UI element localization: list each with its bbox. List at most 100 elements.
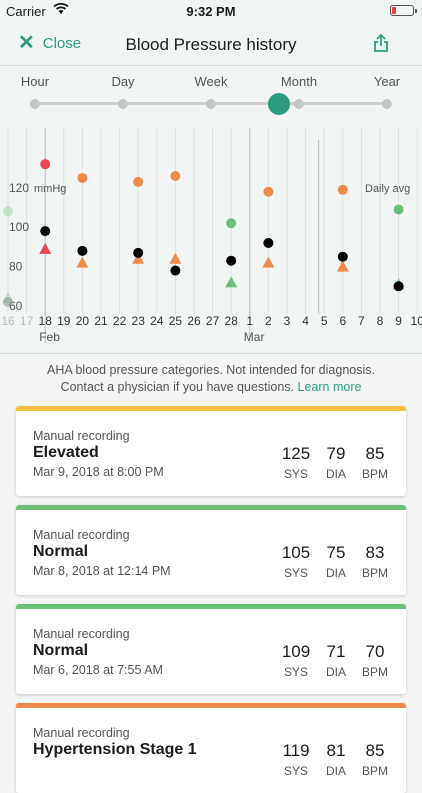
bp-category: Normal <box>33 543 89 560</box>
x-tick-label: 9 <box>395 314 402 328</box>
bpm-value: 83 <box>365 543 385 562</box>
range-slider-thumb[interactable] <box>268 93 290 115</box>
category-color-bar <box>16 406 406 411</box>
month-label: Mar <box>244 330 265 344</box>
x-tick-label: 10 <box>411 314 422 328</box>
range-stop-week[interactable] <box>206 99 216 109</box>
y-tick-label: 80 <box>9 260 23 274</box>
bpm-unit: BPM <box>361 467 388 481</box>
sys-value: 109 <box>281 642 311 661</box>
month-label: Feb <box>39 330 60 344</box>
range-option-hour[interactable]: Hour <box>20 74 50 89</box>
systolic-point <box>263 186 274 197</box>
pulse-point <box>226 255 237 266</box>
diastolic-point <box>39 242 52 254</box>
diastolic-point <box>336 260 349 272</box>
systolic-point <box>3 206 13 217</box>
nav-bar: ✕ Close Blood Pressure history <box>0 22 422 66</box>
time-range-selector: Hour Day Week Month Year <box>0 66 422 118</box>
daily-avg-label: Daily avg <box>365 183 410 195</box>
pulse-point <box>337 251 348 262</box>
x-tick-label: 7 <box>358 314 365 328</box>
range-stop-month[interactable] <box>294 99 304 109</box>
pulse-point <box>393 281 404 292</box>
bpm-unit: BPM <box>361 566 388 580</box>
range-option-day[interactable]: Day <box>111 74 135 89</box>
reading-card[interactable]: Manual recording Normal Mar 8, 2018 at 12:… <box>16 505 406 595</box>
page-title: Blood Pressure history <box>125 35 297 54</box>
disclaimer-line-2: Contact a physician if you have question… <box>60 380 295 394</box>
x-tick-label: 1 <box>246 314 253 328</box>
dia-value: 75 <box>326 543 346 562</box>
recording-type: Manual recording <box>33 528 130 542</box>
diastolic-point <box>169 252 182 264</box>
bpm-unit: BPM <box>361 764 388 778</box>
status-bar: Carrier 9:32 PM <box>0 0 422 22</box>
x-tick-label: 24 <box>150 314 164 328</box>
systolic-point <box>393 204 404 215</box>
category-color-bar <box>16 703 406 708</box>
bp-category: Normal <box>33 642 89 659</box>
bp-category: Hypertension Stage 1 <box>33 741 197 758</box>
pulse-point <box>133 247 144 258</box>
systolic-point <box>77 172 88 183</box>
reading-card[interactable]: Manual recording Hypertension Stage 1 119 8… <box>16 703 406 793</box>
diastolic-point <box>76 256 89 268</box>
reading-date: Mar 9, 2018 at 8:00 PM <box>33 465 164 479</box>
dia-value: 79 <box>326 444 346 463</box>
close-label: Close <box>42 34 82 52</box>
dia-unit: DIA <box>325 467 346 481</box>
bp-category: Elevated <box>33 444 99 461</box>
clock: 9:32 PM <box>186 4 236 19</box>
bpm-value: 70 <box>365 642 385 661</box>
diastolic-point <box>132 252 145 264</box>
x-tick-label: 17 <box>20 314 34 328</box>
share-icon[interactable] <box>372 33 390 53</box>
dia-unit: DIA <box>325 665 346 679</box>
x-tick-label: 19 <box>57 314 71 328</box>
disclaimer: AHA blood pressure categories. Not inten… <box>0 362 422 396</box>
x-tick-label: 23 <box>132 314 146 328</box>
pulse-point <box>263 237 274 248</box>
diastolic-point <box>225 276 238 288</box>
y-unit-label: mmHg <box>34 183 66 195</box>
disclaimer-line-1: AHA blood pressure categories. Not inten… <box>47 363 375 377</box>
x-tick-label: 4 <box>302 314 309 328</box>
x-tick-label: 21 <box>94 314 108 328</box>
x-tick-label: 25 <box>169 314 183 328</box>
range-option-week[interactable]: Week <box>194 74 228 89</box>
bpm-unit: BPM <box>361 665 388 679</box>
diastolic-point <box>262 256 275 268</box>
x-tick-label: 20 <box>76 314 90 328</box>
range-option-year[interactable]: Year <box>373 74 401 89</box>
range-stop-year[interactable] <box>382 99 392 109</box>
x-tick-label: 28 <box>225 314 239 328</box>
recording-type: Manual recording <box>33 627 130 641</box>
sys-value: 125 <box>281 444 311 463</box>
blood-pressure-chart[interactable]: 60 80 100 120 mmHg Daily avg 16 17 18 19 20 21 22 23 2… <box>0 118 422 354</box>
close-button[interactable]: ✕ Close <box>18 33 82 53</box>
pulse-point <box>3 297 13 308</box>
pulse-point <box>77 245 88 256</box>
y-tick-label: 100 <box>9 220 29 234</box>
pulse-point <box>170 265 181 276</box>
carrier-label: Carrier <box>6 4 46 19</box>
sys-value: 105 <box>281 543 311 562</box>
wifi-icon <box>53 3 69 14</box>
x-tick-label: 3 <box>284 314 291 328</box>
x-tick-label: 18 <box>39 314 53 328</box>
reading-card[interactable]: Manual recording Elevated Mar 9, 2018 at 8… <box>16 406 406 496</box>
battery-icon <box>390 5 417 16</box>
dia-value: 71 <box>326 642 346 661</box>
sys-unit: SYS <box>283 566 308 580</box>
systolic-point <box>133 176 144 187</box>
range-stop-day[interactable] <box>118 99 128 109</box>
range-stop-hour[interactable] <box>30 99 40 109</box>
sys-unit: SYS <box>283 467 308 481</box>
x-tick-label: 26 <box>187 314 201 328</box>
category-color-bar <box>16 505 406 510</box>
range-option-month[interactable]: Month <box>280 74 318 89</box>
reading-card[interactable]: Manual recording Normal Mar 6, 2018 at 7:5… <box>16 604 406 694</box>
learn-more-link[interactable]: Learn more <box>297 380 362 394</box>
